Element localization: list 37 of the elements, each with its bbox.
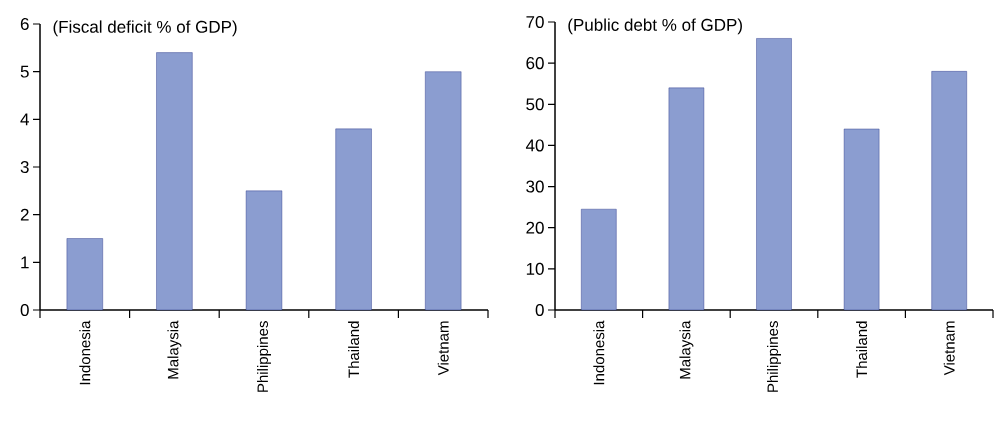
x-tick-label: Philippines [767, 321, 781, 392]
x-tick-label: Vietnam [437, 321, 449, 376]
x-tick-label: Indonesia [593, 320, 605, 385]
y-tick-label: 20 [526, 221, 544, 234]
y-tick-label: 2 [20, 208, 29, 221]
bar [581, 209, 617, 311]
y-tick-label: 70 [526, 15, 544, 29]
y-tick-label: 10 [526, 262, 544, 275]
bar [245, 190, 283, 311]
x-tick-label: Thailand [856, 321, 868, 378]
bar [756, 38, 792, 311]
y-tick-label: 40 [525, 139, 544, 152]
x-tick-label: Vietnam [943, 321, 955, 376]
bar [335, 128, 372, 311]
bar [425, 71, 462, 311]
y-tick-label: 3 [20, 160, 29, 174]
bar [156, 52, 193, 311]
y-tick-label: 30 [526, 180, 544, 193]
x-tick-label: Philippines [257, 321, 271, 392]
bar [843, 128, 880, 311]
y-tick-label: 6 [20, 17, 29, 31]
y-tick-label: 50 [526, 98, 544, 111]
bar [66, 238, 103, 311]
y-tick-label: 1 [21, 256, 29, 269]
x-tick-label: Thailand [348, 321, 360, 378]
y-tick-label: 60 [526, 57, 544, 70]
y-tick-label: 5 [20, 65, 29, 78]
x-tick-label: Malaysia [167, 320, 182, 379]
bar [668, 87, 705, 311]
y-tick-label: 4 [20, 113, 29, 126]
y-tick-label: 0 [535, 303, 544, 317]
y-tick-label: 0 [20, 303, 29, 317]
x-tick-label: Malaysia [679, 320, 694, 379]
x-tick-label: Indonesia [79, 320, 91, 385]
chart-title: (Public debt % of GDP) [568, 18, 742, 35]
bar [931, 71, 967, 311]
chart-title: (Fiscal deficit % of GDP) [53, 20, 237, 37]
